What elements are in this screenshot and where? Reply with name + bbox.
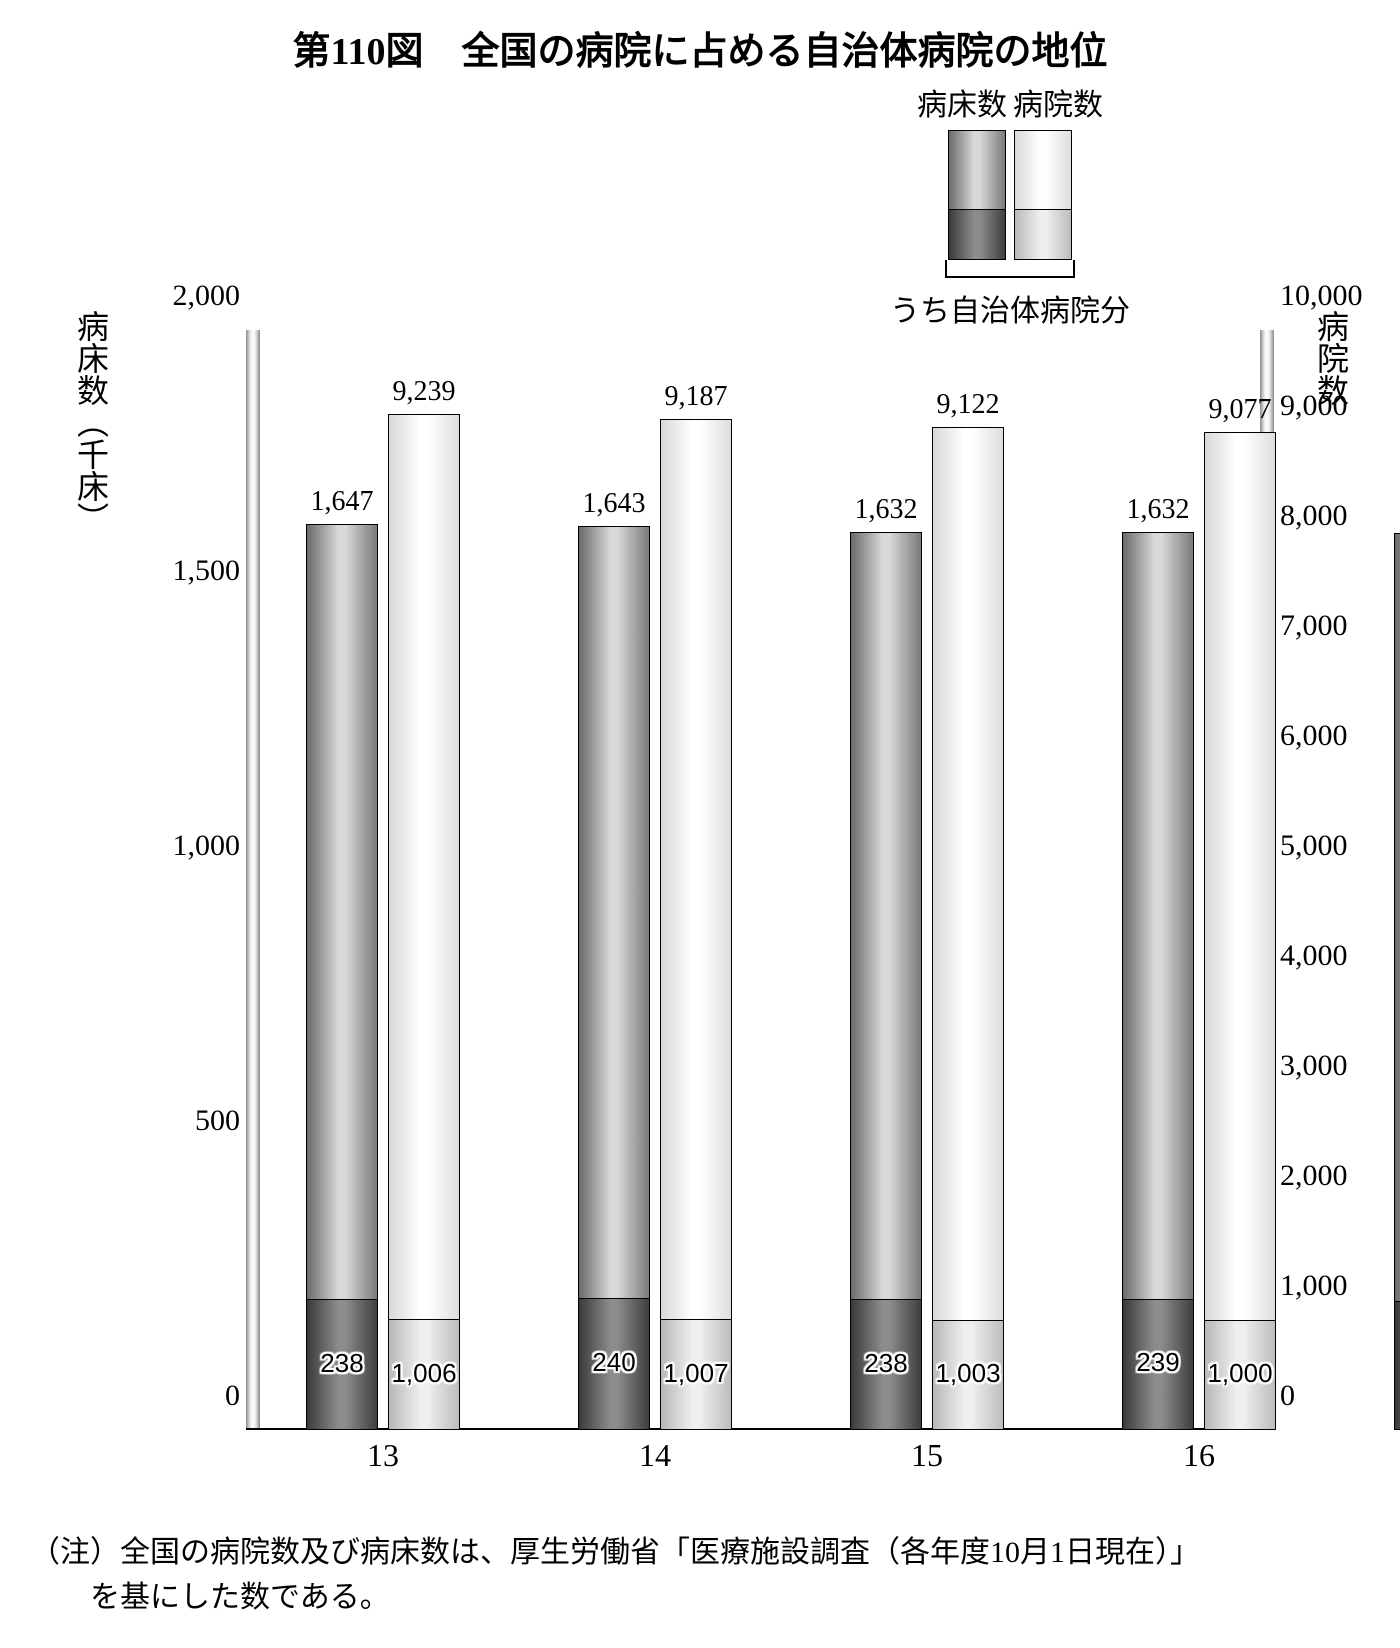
x-tick-label: 15 xyxy=(911,1437,943,1474)
legend-swatch-hosp-total xyxy=(1014,130,1072,210)
y-tick-left: 1,500 xyxy=(130,554,240,588)
bar-beds-total xyxy=(578,526,650,1430)
legend-swatch-beds-muni xyxy=(948,210,1006,260)
y-tick-right: 8,000 xyxy=(1280,499,1390,533)
y-axis-left-label: 病床数（千床） xyxy=(68,310,114,534)
y-tick-right: 3,000 xyxy=(1280,1049,1390,1083)
label-hospitals-total: 9,187 xyxy=(665,381,728,413)
legend-swatch-beds-total xyxy=(948,130,1006,210)
y-tick-right: 7,000 xyxy=(1280,609,1390,643)
x-tick-label: 16 xyxy=(1183,1437,1215,1474)
plot-area: 05001,0001,5002,00001,0002,0003,0004,000… xyxy=(260,330,1260,1430)
y-tick-right: 6,000 xyxy=(1280,719,1390,753)
label-hospitals-muni: 1,007 xyxy=(663,1358,728,1389)
x-tick-label: 13 xyxy=(367,1437,399,1474)
label-hospitals-muni: 1,000 xyxy=(1207,1358,1272,1389)
y-tick-right: 9,000 xyxy=(1280,389,1390,423)
label-hospitals-muni: 1,006 xyxy=(391,1358,456,1389)
label-hospitals-total: 9,122 xyxy=(937,389,1000,421)
legend-swatch-hosp-muni xyxy=(1014,210,1072,260)
legend-label-beds: 病床数 xyxy=(917,80,1007,124)
bar-beds-total xyxy=(1122,532,1194,1430)
label-beds-total: 1,632 xyxy=(1127,494,1190,526)
label-beds-total: 1,643 xyxy=(583,488,646,520)
y-tick-left: 1,000 xyxy=(130,829,240,863)
label-beds-muni: 238 xyxy=(864,1348,907,1379)
legend-swatch-beds xyxy=(948,130,1006,260)
y-tick-left: 0 xyxy=(130,1379,240,1413)
y-tick-left: 2,000 xyxy=(130,279,240,313)
legend-swatch-hosp xyxy=(1014,130,1072,260)
y-axis-left-line xyxy=(246,330,260,1430)
y-tick-right: 2,000 xyxy=(1280,1159,1390,1193)
y-tick-left: 500 xyxy=(130,1104,240,1138)
label-hospitals-total: 9,239 xyxy=(393,376,456,408)
legend-bracket xyxy=(945,260,1075,278)
chart-title: 第110図 全国の病院に占める自治体病院の地位 xyxy=(0,20,1400,75)
bar-hospitals-total xyxy=(660,419,732,1430)
y-tick-right: 1,000 xyxy=(1280,1269,1390,1303)
label-hospitals-total: 9,077 xyxy=(1209,394,1272,426)
label-hospitals-muni: 1,003 xyxy=(935,1358,1000,1389)
x-tick-label: 14 xyxy=(639,1437,671,1474)
y-tick-right: 10,000 xyxy=(1280,279,1390,313)
bar-beds-muni xyxy=(1394,1301,1400,1430)
chart-area: 病床数（千床） 病院数 05001,0001,5002,00001,0002,0… xyxy=(70,300,1330,1530)
bar-beds-total xyxy=(306,524,378,1430)
y-tick-right: 4,000 xyxy=(1280,939,1390,973)
bar-beds-total xyxy=(850,532,922,1430)
y-tick-right: 5,000 xyxy=(1280,829,1390,863)
bar-beds-total xyxy=(1394,533,1400,1430)
bar-hospitals-total xyxy=(1204,432,1276,1430)
label-beds-total: 1,632 xyxy=(855,494,918,526)
label-beds-muni: 239 xyxy=(1136,1347,1179,1378)
bar-hospitals-total xyxy=(932,427,1004,1430)
bar-hospitals-total xyxy=(388,414,460,1430)
label-beds-muni: 240 xyxy=(592,1347,635,1378)
legend-label-hosp: 病院数 xyxy=(1013,80,1103,124)
label-beds-total: 1,647 xyxy=(311,486,374,518)
y-tick-right: 0 xyxy=(1280,1379,1390,1413)
footnote: （注）全国の病院数及び病床数は、厚生労働省「医療施設調査（各年度10月1日現在）… xyxy=(30,1530,1370,1620)
label-beds-muni: 238 xyxy=(320,1348,363,1379)
legend: 病床数 病院数 うち自治体病院分 xyxy=(820,80,1200,330)
